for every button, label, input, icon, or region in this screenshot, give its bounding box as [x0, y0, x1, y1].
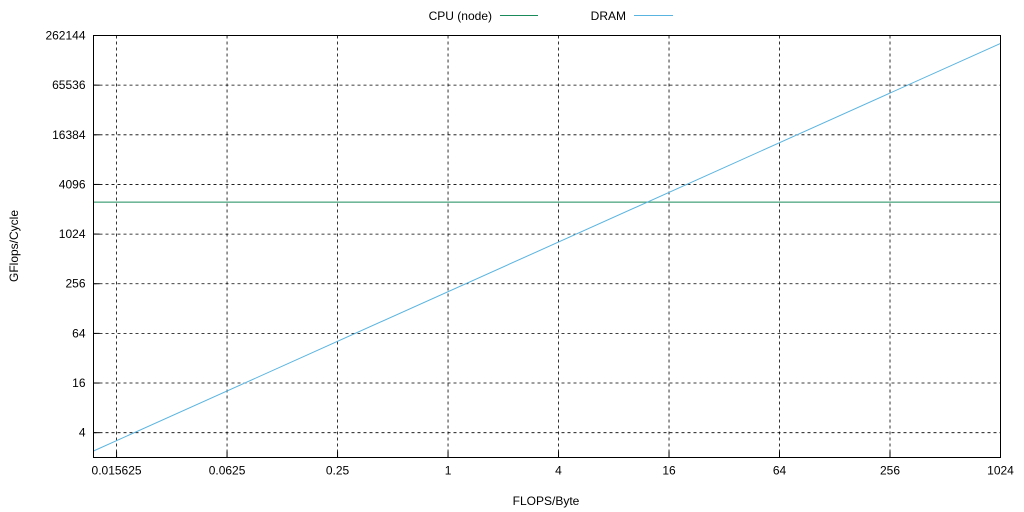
x-tick-label: 64	[773, 464, 787, 478]
legend: CPU (node) DRAM	[429, 9, 673, 23]
legend-label: DRAM	[591, 9, 626, 23]
y-tick-label: 262144	[45, 29, 85, 43]
y-tick-label: 4096	[59, 177, 86, 191]
y-tick-labels: 4 16 64 256 1024 4096 16384 65536 262144	[45, 29, 85, 440]
x-tick-label: 16	[662, 464, 676, 478]
series-line	[93, 42, 1001, 452]
y-tick-label: 4	[79, 426, 86, 440]
legend-label: CPU (node)	[429, 9, 492, 23]
series-layer	[93, 42, 1001, 452]
x-axis-label: FLOPS/Byte	[513, 494, 580, 508]
y-tick-label: 1024	[59, 227, 86, 241]
x-tick-labels: 0.015625 0.0625 0.25 1 4 16 64 256 1024	[92, 464, 1015, 478]
y-tick-label: 16	[72, 376, 86, 390]
y-tick-label: 16384	[52, 128, 86, 142]
x-tick-label: 1	[445, 464, 452, 478]
y-tick-label: 256	[65, 277, 85, 291]
x-tick-label: 256	[880, 464, 900, 478]
y-axis-label: GFlops/Cycle	[7, 210, 21, 282]
y-tick-label: 65536	[52, 78, 86, 92]
x-tick-label: 1024	[987, 464, 1014, 478]
y-tick-label: 64	[72, 326, 86, 340]
x-tick-label: 0.25	[326, 464, 350, 478]
x-tick-label: 0.0625	[209, 464, 246, 478]
x-tick-label: 0.015625	[92, 464, 142, 478]
grid	[93, 35, 1001, 458]
plot-frame	[93, 35, 1001, 458]
x-tick-label: 4	[555, 464, 562, 478]
